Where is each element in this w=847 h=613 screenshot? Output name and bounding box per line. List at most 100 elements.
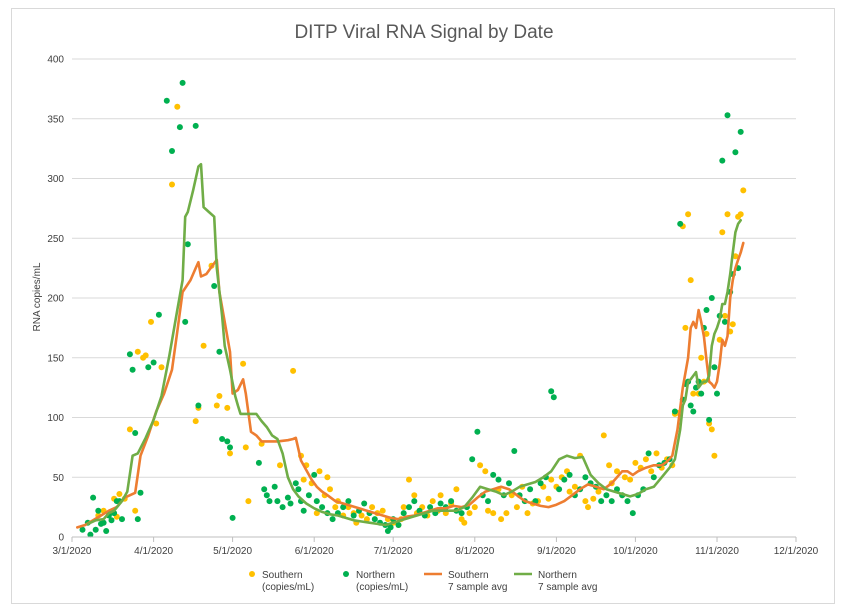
data-point [498,516,505,523]
data-point [406,504,412,511]
legend-item: Northern(copies/mL) [343,570,408,593]
data-point [721,318,728,325]
data-point [369,504,376,511]
data-point [95,507,102,514]
data-point [671,408,678,415]
data-point [550,394,557,401]
data-point [737,211,744,218]
y-tick-label: 150 [47,353,64,364]
data-point [627,476,634,483]
data-point [361,500,368,507]
data-point [261,486,268,493]
data-point [126,351,133,358]
data-point [213,402,220,409]
x-tick-label: 9/1/2020 [537,546,576,557]
data-point [606,462,613,469]
data-point [400,504,407,511]
data-point [724,211,731,218]
data-point [561,476,568,483]
data-point [179,79,186,86]
data-point [513,504,520,511]
data-point [300,476,307,483]
data-point [300,507,307,514]
data-point [740,187,747,194]
data-point [311,471,318,478]
y-tick-label: 0 [58,533,64,544]
data-point [648,468,655,475]
data-point [116,491,123,497]
data-point [429,498,436,505]
legend-label: Southern [448,570,489,581]
data-point [119,516,125,523]
data-point [582,498,589,505]
data-point [490,471,497,478]
data-point [737,128,744,135]
data-point [150,359,157,366]
data-point [608,498,615,505]
data-point [427,504,434,511]
data-point [687,402,694,409]
legend-label: 7 sample avg [538,582,597,593]
data-point [211,283,218,289]
legend-item: Southern(copies/mL) [249,570,314,593]
data-point [219,436,226,442]
y-tick-label: 100 [47,413,64,424]
data-point [548,476,555,483]
data-point [511,448,518,454]
data-point [174,103,181,110]
data-point [295,486,302,493]
data-point [176,124,183,131]
data-point [242,444,249,451]
data-point [729,321,736,328]
data-point [645,450,652,457]
data-point [137,489,144,496]
data-point [585,504,591,511]
data-point [406,476,412,483]
data-point [477,462,484,469]
data-point [706,416,713,423]
data-point [653,450,660,457]
legend-label: 7 sample avg [448,582,507,593]
data-point [566,471,573,478]
data-point [371,516,378,523]
data-point [324,474,331,481]
data-point [556,486,563,493]
data-point [292,480,299,487]
data-point [677,220,684,227]
data-point [271,483,278,490]
data-point [485,507,491,514]
data-point [650,474,657,481]
data-point [379,507,386,514]
data-point [474,428,481,435]
data-point [134,516,141,523]
data-point [537,480,544,487]
data-point [216,348,223,355]
data-point [642,456,649,463]
data-point [313,510,320,517]
data-point [458,510,465,517]
data-point [245,498,252,505]
data-point [687,277,694,284]
y-tick-label: 250 [47,234,64,245]
data-point [485,498,491,505]
series-line [76,241,745,529]
data-point [132,430,139,436]
data-point [708,295,715,301]
data-point [192,418,199,425]
data-point [316,468,323,475]
data-point [100,519,107,526]
data-point [469,456,476,463]
data-point [142,352,149,359]
data-point [682,324,689,331]
data-point [134,348,141,355]
data-point [732,149,739,156]
data-point [263,492,270,499]
data-point [690,390,697,397]
data-point [358,512,365,519]
data-point [732,253,739,260]
data-point [448,498,455,505]
data-point [719,157,726,164]
data-point [629,510,636,517]
